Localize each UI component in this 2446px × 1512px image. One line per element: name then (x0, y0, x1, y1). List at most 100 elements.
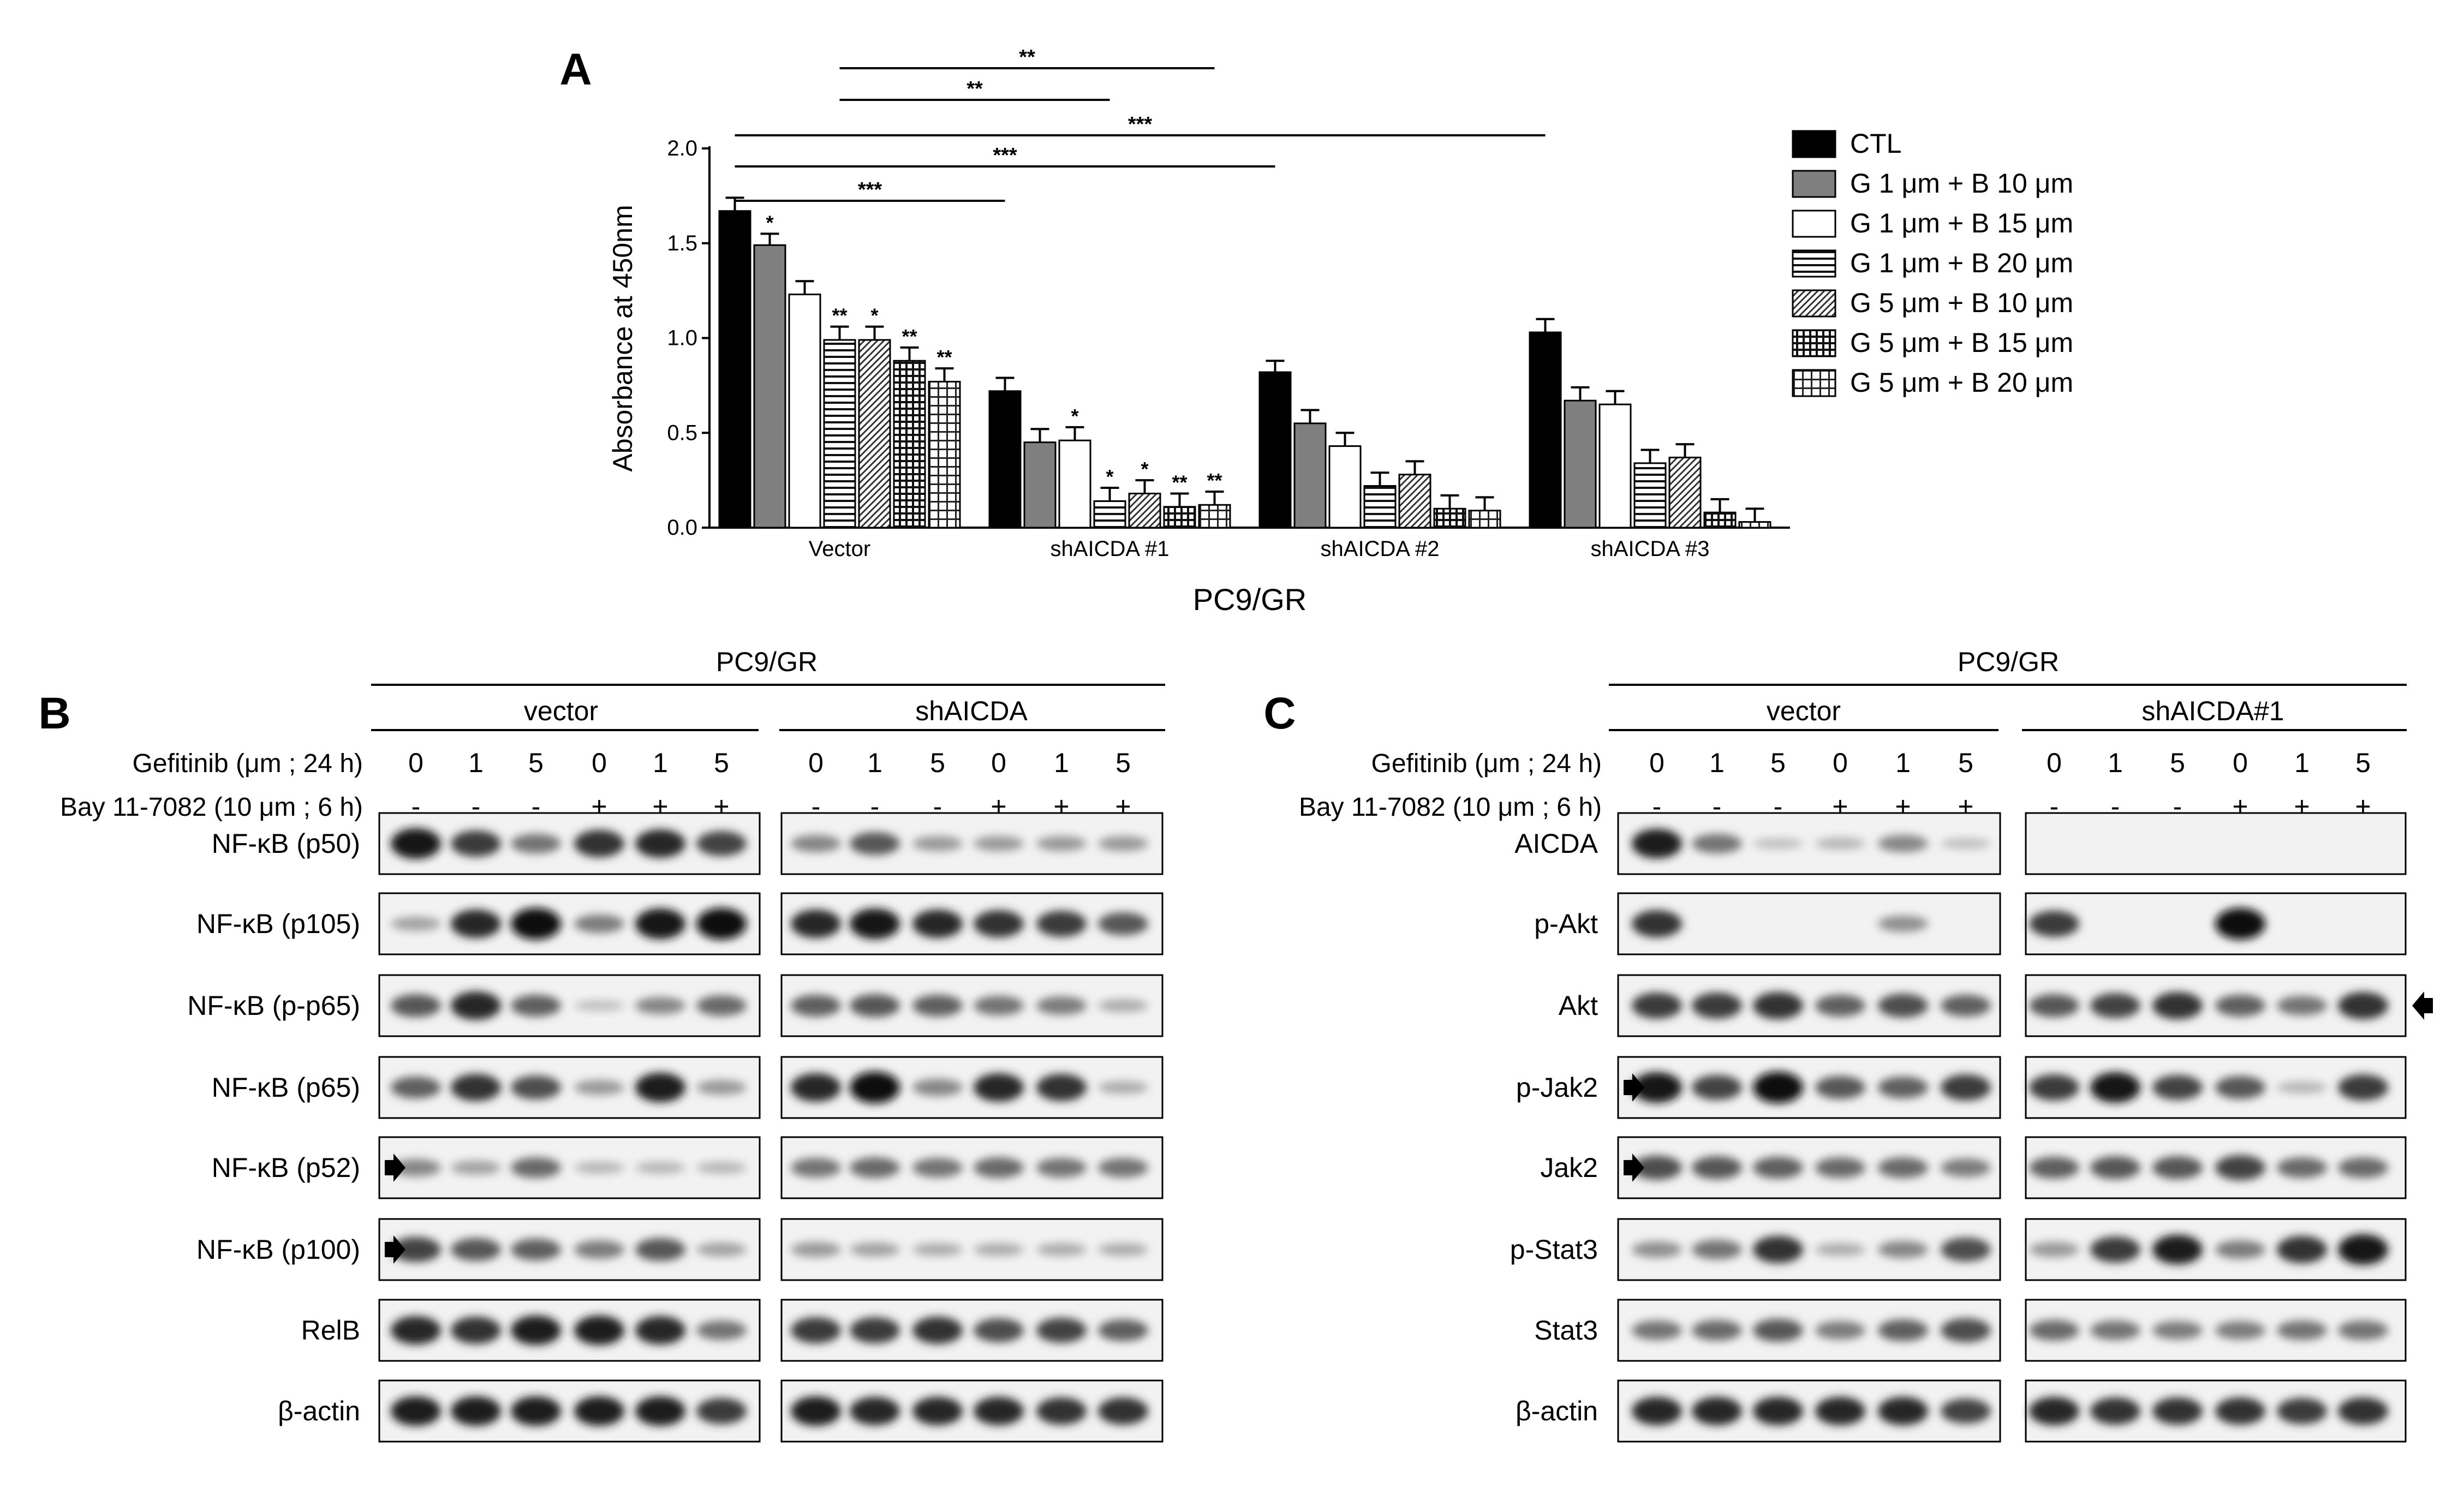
gefitinib-dose: 0 (1833, 748, 1848, 778)
blot-band (1878, 1397, 1928, 1425)
y-axis-label: Absorbance at 450nm (607, 205, 638, 471)
blot-box (780, 974, 1164, 1037)
blot-band (791, 995, 841, 1017)
significance-label: *** (858, 178, 882, 201)
legend-swatch (1792, 289, 1836, 318)
blot-band (451, 991, 501, 1020)
panel-label: B (38, 689, 70, 738)
panel-label: C (1263, 689, 1296, 738)
blot-band (1036, 996, 1087, 1015)
blot-band (912, 836, 963, 851)
blot-band (451, 1396, 501, 1426)
x-axis-label: PC9/GR (1193, 582, 1307, 617)
blot-band (1036, 1158, 1087, 1178)
blot-band (850, 1242, 900, 1257)
bar (1293, 422, 1327, 529)
legend-entry: G 5 μm + B 10 μm (1850, 288, 2073, 318)
bar (1703, 511, 1737, 529)
blot-band (696, 1242, 747, 1257)
blot-band (1878, 835, 1928, 852)
blot-band (1941, 1238, 1991, 1262)
y-tick-label: 1.0 (667, 326, 697, 350)
blot-band (696, 995, 747, 1016)
bar (1433, 507, 1466, 529)
blot-band (1098, 1158, 1148, 1178)
blot-band (974, 996, 1024, 1015)
bar-significance-mark: ** (832, 304, 847, 327)
blot-band (2029, 911, 2079, 937)
bar (1564, 399, 1597, 529)
blot-band (850, 1317, 900, 1343)
bar (1328, 445, 1362, 529)
gefitinib-dose: 1 (2294, 748, 2310, 778)
blot-band (574, 1000, 624, 1011)
bar (1738, 521, 1771, 529)
blot-band (850, 1072, 900, 1103)
blot-band (1815, 1157, 1865, 1178)
blot-band (2277, 996, 2327, 1015)
blot-box (378, 974, 761, 1037)
blot-band (574, 1396, 624, 1426)
blot-band (2029, 1242, 2079, 1257)
gefitinib-row-label: Gefitinib (μm ; 24 h) (133, 749, 363, 778)
blot-row-label: NF-κB (p-p65) (187, 990, 360, 1021)
legend-entry: G 1 μm + B 15 μm (1850, 208, 2073, 238)
gefitinib-dose: 5 (714, 748, 729, 778)
blot-band (1941, 838, 1991, 849)
blot-box (780, 1056, 1164, 1119)
significance-label: *** (1128, 113, 1153, 136)
x-tick-label: shAICDA #3 (1591, 537, 1710, 561)
blot-band (511, 1316, 561, 1345)
blot-band (696, 1080, 747, 1095)
bar (1363, 485, 1397, 529)
blot-row-label: p-Jak2 (1516, 1072, 1598, 1103)
blot-band (2338, 1074, 2388, 1101)
bar (1128, 492, 1161, 529)
blot-box (780, 1218, 1164, 1281)
blot-band (2215, 1155, 2265, 1180)
group-label: vector (524, 696, 598, 726)
blot-band (1098, 999, 1148, 1012)
blot-box (1617, 892, 2001, 955)
blot-band (1036, 1397, 1087, 1425)
blot-band (791, 1073, 841, 1102)
blot-band (912, 910, 963, 938)
blot-band (2215, 1240, 2265, 1259)
blot-band (2090, 1072, 2140, 1103)
chart-axes: 0.0 0.5 1.0 1.5 2.0 Vector shAICDA #1 shAICDA #… (667, 136, 1790, 561)
gefitinib-row-label: Gefitinib (μm ; 24 h) (1371, 749, 1602, 778)
group-label: shAICDA (915, 696, 1028, 726)
blot-band (2152, 1075, 2203, 1100)
blot-band (391, 917, 441, 931)
gefitinib-dose: 1 (1895, 748, 1911, 778)
blot-box (2025, 1299, 2407, 1362)
blot-row-label: AICDA (1514, 828, 1598, 859)
blot-band (912, 1243, 963, 1256)
blot-box (2025, 812, 2407, 875)
bar (1258, 371, 1292, 529)
blot-band (1632, 1320, 1682, 1340)
gefitinib-dose: 1 (1054, 748, 1069, 778)
blot-row-label: p-Akt (1534, 909, 1598, 939)
blot-band (1753, 992, 1803, 1019)
blot-band (574, 1240, 624, 1259)
blot-box (378, 1379, 761, 1443)
blot-box (780, 812, 1164, 875)
blot-band (391, 1237, 441, 1262)
blot-band (1753, 1397, 1803, 1425)
blot-box (378, 812, 761, 875)
bar (1198, 504, 1231, 529)
blot-band (2152, 1321, 2203, 1340)
blot-band (2215, 1397, 2265, 1425)
blot-band (1878, 1241, 1928, 1258)
blot-band (1815, 1397, 1865, 1425)
blot-band (1941, 1318, 1991, 1342)
blot-band (1036, 1074, 1087, 1101)
blot-band (2090, 1156, 2140, 1179)
blot-band (2215, 908, 2265, 940)
bar-significance-mark: * (1106, 465, 1113, 488)
blot-band (696, 1320, 747, 1340)
bar (718, 210, 751, 529)
blot-band (1692, 834, 1742, 853)
blot-band (791, 1396, 841, 1426)
